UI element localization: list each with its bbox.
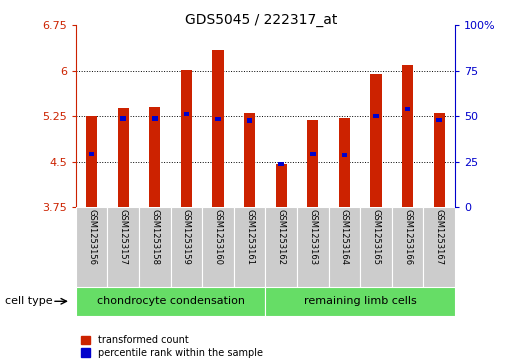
Text: GSM1253159: GSM1253159 — [182, 209, 191, 265]
Bar — [184, 112, 189, 117]
Text: GSM1253164: GSM1253164 — [340, 209, 349, 265]
FancyBboxPatch shape — [139, 207, 170, 287]
FancyBboxPatch shape — [392, 207, 424, 287]
Bar — [276, 164, 287, 207]
FancyBboxPatch shape — [76, 207, 107, 287]
Bar — [373, 114, 379, 118]
Legend: transformed count, percentile rank within the sample: transformed count, percentile rank withi… — [81, 335, 263, 358]
Bar — [405, 107, 411, 111]
FancyBboxPatch shape — [234, 207, 266, 287]
Bar — [118, 108, 129, 207]
FancyBboxPatch shape — [328, 207, 360, 287]
Bar — [212, 50, 223, 207]
Bar — [310, 152, 316, 156]
Text: GSM1253160: GSM1253160 — [213, 209, 222, 265]
Text: chondrocyte condensation: chondrocyte condensation — [97, 296, 245, 306]
Bar — [149, 107, 161, 207]
Bar — [247, 118, 253, 123]
FancyBboxPatch shape — [202, 207, 234, 287]
Bar — [215, 117, 221, 121]
Bar — [120, 117, 126, 121]
FancyBboxPatch shape — [266, 287, 455, 316]
Bar — [152, 117, 157, 121]
Bar — [342, 153, 347, 157]
FancyBboxPatch shape — [424, 207, 455, 287]
Text: GSM1253161: GSM1253161 — [245, 209, 254, 265]
Bar — [278, 162, 284, 166]
FancyBboxPatch shape — [297, 207, 328, 287]
Bar — [436, 118, 442, 122]
Text: remaining limb cells: remaining limb cells — [304, 296, 417, 306]
Bar — [402, 65, 413, 207]
Bar — [86, 116, 97, 207]
Bar — [244, 113, 255, 207]
FancyBboxPatch shape — [107, 207, 139, 287]
Bar — [308, 120, 319, 207]
Text: GSM1253157: GSM1253157 — [119, 209, 128, 265]
Text: cell type: cell type — [5, 296, 53, 306]
Text: GSM1253162: GSM1253162 — [277, 209, 286, 265]
Bar — [181, 70, 192, 207]
Text: GSM1253167: GSM1253167 — [435, 209, 444, 265]
Text: GSM1253165: GSM1253165 — [371, 209, 381, 265]
Text: GSM1253163: GSM1253163 — [309, 209, 317, 265]
Text: GDS5045 / 222317_at: GDS5045 / 222317_at — [185, 13, 338, 27]
Text: GSM1253158: GSM1253158 — [150, 209, 160, 265]
FancyBboxPatch shape — [170, 207, 202, 287]
Text: GSM1253166: GSM1253166 — [403, 209, 412, 265]
FancyBboxPatch shape — [360, 207, 392, 287]
Bar — [339, 118, 350, 207]
Bar — [434, 113, 445, 207]
Text: GSM1253156: GSM1253156 — [87, 209, 96, 265]
FancyBboxPatch shape — [266, 207, 297, 287]
Bar — [370, 74, 382, 207]
FancyBboxPatch shape — [76, 287, 266, 316]
Bar — [89, 152, 95, 156]
